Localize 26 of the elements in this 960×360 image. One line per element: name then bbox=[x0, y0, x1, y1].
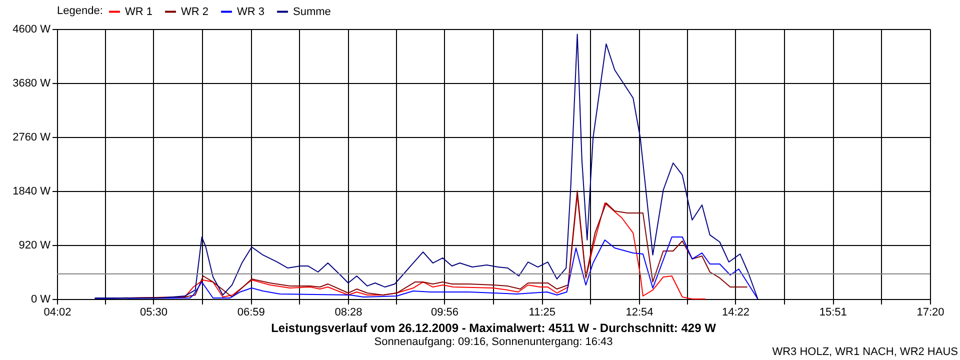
legend-label: Summe bbox=[293, 6, 331, 18]
y-tick-label: 920 W bbox=[18, 240, 52, 252]
y-tick-label: 1840 W bbox=[12, 186, 52, 198]
legend-label: WR 1 bbox=[125, 6, 152, 18]
text: WR3 HOLZ, WR1 NACH, WR2 HAUS bbox=[772, 346, 958, 358]
x-tick-label: 05:30 bbox=[140, 306, 168, 318]
text: Sonnenaufgang: 09:16, Sonnenuntergang: 16:43 bbox=[374, 336, 613, 348]
text: Leistungsverlauf vom 26.12.2009 - Maximalwert: 4511 W - Durchschnitt: 429 W bbox=[271, 321, 717, 335]
y-tick-label: 2760 W bbox=[12, 132, 52, 144]
x-tick-label: 04:02 bbox=[44, 306, 72, 318]
y-tick-label: 3680 W bbox=[12, 78, 52, 90]
x-tick-label: 08:28 bbox=[334, 306, 362, 318]
y-tick-label: 0 W bbox=[30, 294, 52, 306]
x-tick-label: 09:56 bbox=[431, 306, 459, 318]
y-tick-label: 4600 W bbox=[12, 24, 52, 36]
line-series bbox=[94, 236, 758, 300]
legend-label: WR 3 bbox=[237, 6, 264, 18]
x-tick-label: 15:51 bbox=[819, 306, 847, 318]
x-tick-label: 11:25 bbox=[528, 306, 556, 318]
legend-label: WR 2 bbox=[181, 6, 208, 18]
legend-title: Legende: bbox=[57, 5, 103, 17]
x-tick-label: 12:54 bbox=[626, 306, 654, 318]
line-series bbox=[94, 34, 758, 300]
x-tick-label: 17:20 bbox=[916, 306, 944, 318]
x-tick-label: 14:22 bbox=[722, 306, 750, 318]
x-tick-label: 06:59 bbox=[237, 306, 265, 318]
